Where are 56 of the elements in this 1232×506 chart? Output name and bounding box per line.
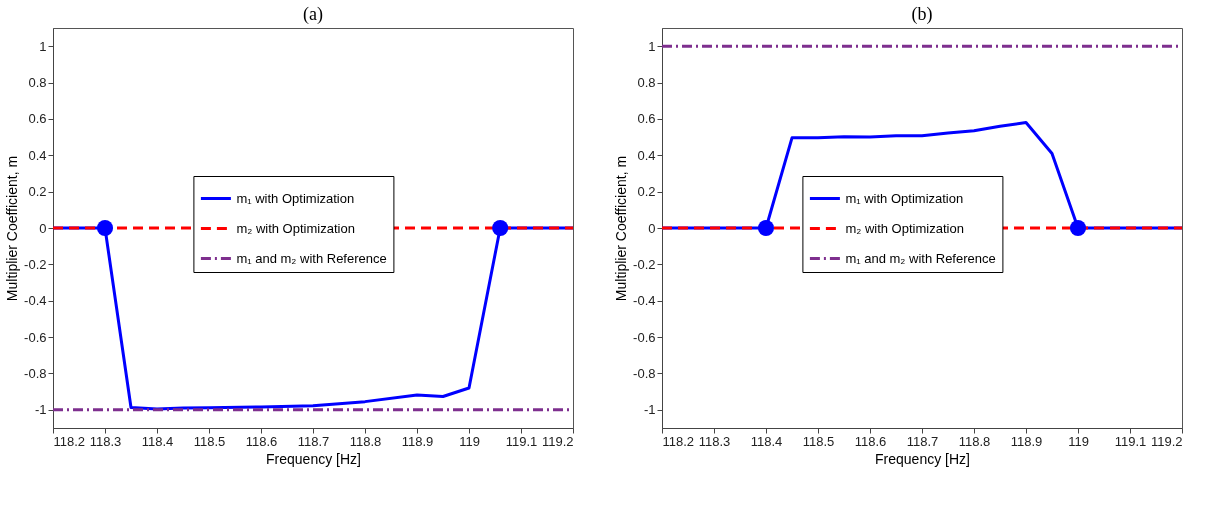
x-axis-title: Frequency [Hz] — [266, 450, 361, 467]
x-tick-label: 119.1 — [1114, 433, 1147, 449]
y-tick-label: -0.4 — [633, 293, 656, 309]
y-tick-label: 1 — [39, 38, 47, 54]
x-tick-label: 119 — [459, 433, 480, 449]
y-tick-label: -0.2 — [24, 256, 47, 272]
y-tick-label: 0.8 — [28, 75, 47, 91]
y-tick-label: -1 — [643, 402, 656, 418]
x-axis-title: Frequency [Hz] — [875, 450, 970, 467]
y-tick-label: -0.8 — [24, 365, 47, 381]
x-tick-label: 118.5 — [802, 433, 835, 449]
x-tick-label: 118.4 — [141, 433, 174, 449]
x-tick-label: 118.3 — [89, 433, 122, 449]
legend-label: m₁ and m₂ with Reference — [845, 250, 996, 266]
x-tick-label: 119 — [1068, 433, 1089, 449]
legend-label: m₂ with Optimization — [845, 220, 964, 236]
x-tick-label: 118.5 — [193, 433, 226, 449]
chart-title: (b) — [911, 4, 933, 25]
y-tick-label: 0.8 — [637, 75, 656, 91]
x-tick-label: 118.6 — [854, 433, 887, 449]
y-tick-label: 0.4 — [637, 147, 656, 163]
y-tick-label: -0.6 — [633, 329, 656, 345]
y-tick-label: 0.2 — [637, 184, 656, 200]
y-tick-label: -0.6 — [24, 329, 47, 345]
y-axis-title: Multiplier Coefficient, m — [4, 155, 21, 302]
y-tick-label: 0.6 — [637, 111, 656, 127]
x-tick-label: 118.8 — [958, 433, 991, 449]
x-tick-label: 118.9 — [1010, 433, 1043, 449]
y-tick-label: 1 — [648, 38, 656, 54]
x-tick-label: 118.2 — [662, 433, 695, 449]
y-axis-title: Multiplier Coefficient, m — [613, 155, 630, 302]
y-tick-label: -0.2 — [633, 256, 656, 272]
y-tick-label: -0.4 — [24, 293, 47, 309]
chart-title: (a) — [303, 4, 323, 25]
x-tick-label: 118.3 — [698, 433, 731, 449]
x-tick-label: 119.2 — [541, 433, 574, 449]
x-tick-label: 119.2 — [1150, 433, 1183, 449]
legend-label: m₁ with Optimization — [845, 190, 964, 206]
y-tick-label: 0 — [39, 220, 47, 236]
legend-label: m₂ with Optimization — [236, 220, 355, 236]
legend-label: m₁ with Optimization — [236, 190, 355, 206]
y-tick-label: 0.4 — [28, 147, 47, 163]
x-tick-label: 118.9 — [401, 433, 434, 449]
y-tick-label: 0 — [648, 220, 656, 236]
x-tick-label: 118.7 — [906, 433, 939, 449]
legend-label: m₁ and m₂ with Reference — [236, 250, 387, 266]
y-tick-label: 0.6 — [28, 111, 47, 127]
x-tick-label: 118.6 — [245, 433, 278, 449]
y-tick-label: -1 — [34, 402, 47, 418]
x-tick-label: 119.1 — [505, 433, 538, 449]
x-tick-label: 118.7 — [297, 433, 330, 449]
x-tick-label: 118.2 — [53, 433, 86, 449]
y-tick-label: 0.2 — [28, 184, 47, 200]
y-tick-label: -0.8 — [633, 365, 656, 381]
x-tick-label: 118.8 — [349, 433, 382, 449]
x-tick-label: 118.4 — [750, 433, 783, 449]
